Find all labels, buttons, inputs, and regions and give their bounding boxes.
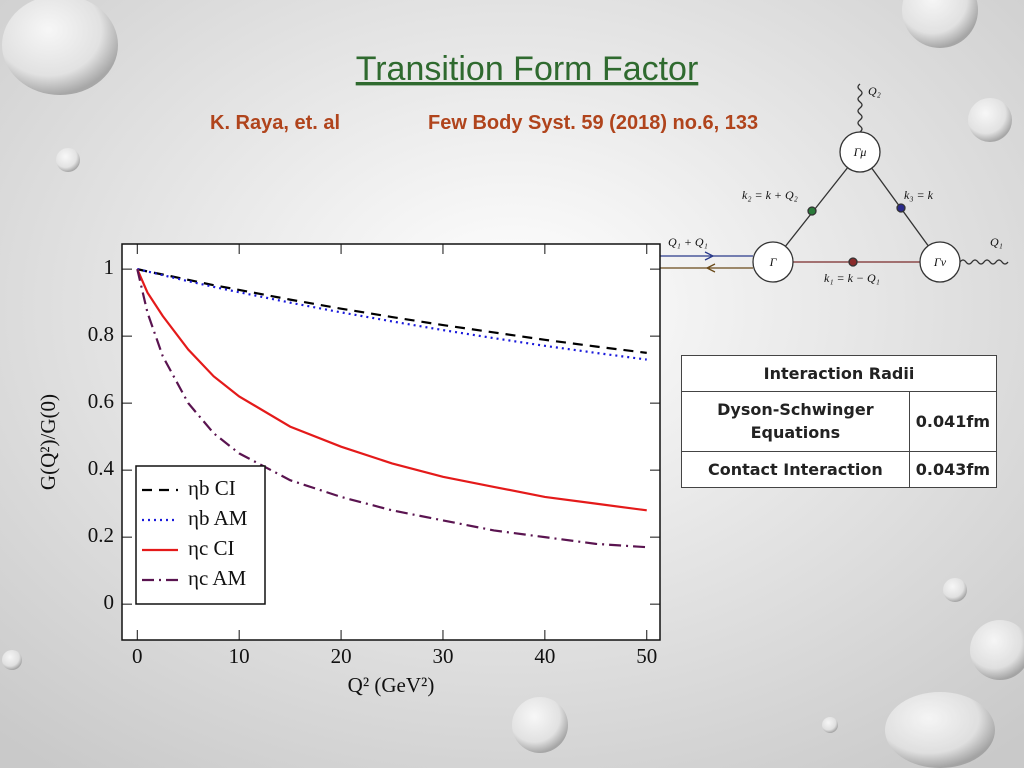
table-cell: 0.041fm <box>908 391 998 452</box>
plot-area <box>121 243 661 641</box>
x-tick-label: 30 <box>432 644 453 668</box>
y-tick-label: 0.8 <box>88 322 114 346</box>
legend-box <box>135 465 266 605</box>
legend-label: ηb AM <box>188 506 248 530</box>
y-tick-label: 0.6 <box>88 389 114 413</box>
slide-title: Transition Form Factor <box>356 50 699 88</box>
legend-label: ηb CI <box>188 476 236 500</box>
diagram-label: Γν <box>933 255 947 269</box>
x-tick-label: 40 <box>534 644 555 668</box>
diagram-label: Q₂ <box>868 84 881 98</box>
y-tick-label: 0.2 <box>88 523 114 547</box>
diagram-label: Q₁ <box>990 235 1003 249</box>
table-cell: Dyson-Schwinger Equations <box>681 391 910 452</box>
radii-table: Interaction Radii Dyson-Schwinger Equati… <box>681 354 998 488</box>
diagram-label: k₃ = k <box>904 188 934 202</box>
y-tick-label: 0.4 <box>88 456 115 480</box>
legend-label: ηc AM <box>188 566 247 590</box>
series-line <box>136 268 647 549</box>
diagram-label: Γμ <box>853 145 867 159</box>
feynman-diagram <box>655 83 1009 283</box>
table-header: Interaction Radii <box>681 354 997 393</box>
x-tick-label: 50 <box>636 644 657 668</box>
legend-label: ηc CI <box>188 536 235 560</box>
x-tick-label: 0 <box>132 644 143 668</box>
series-line <box>136 268 647 512</box>
authors: K. Raya, et. al <box>210 112 340 134</box>
x-axis-label: Q² (GeV²) <box>348 673 435 697</box>
reference: Few Body Syst. 59 (2018) no.6, 133 <box>428 112 758 134</box>
diagram-label: k₁ = k − Q₁ <box>824 271 880 285</box>
chart: 0 10 20 30 40 50 0 0.2 0.4 0.6 0.8 1 Q² (GeV²) G(Q²)/… <box>36 243 661 697</box>
diagram-label: Γ <box>769 255 778 269</box>
table-cell: Contact Interaction <box>681 450 910 488</box>
series-line <box>137 268 647 361</box>
x-tick-label: 20 <box>331 644 352 668</box>
table-cell: 0.043fm <box>908 450 998 488</box>
y-tick-label: 1 <box>104 255 115 279</box>
y-axis-label: G(Q²)/G(0) <box>36 394 60 490</box>
diagram-label: k₂ = k + Q₂ <box>742 188 798 202</box>
x-tick-label: 10 <box>229 644 250 668</box>
y-tick-label: 0 <box>104 590 115 614</box>
diagram-label: Q₁ + Q₁ <box>668 235 708 249</box>
